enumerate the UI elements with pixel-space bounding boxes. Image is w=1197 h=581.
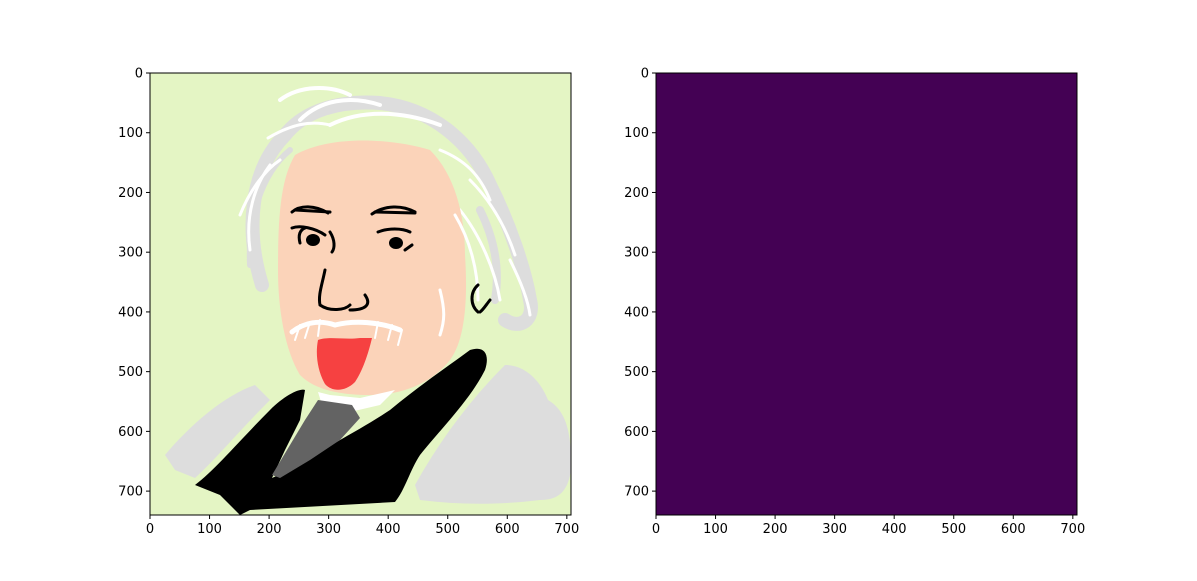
right-y-tick-label: 700 [624,485,649,500]
left-x-tick-label: 300 [316,522,341,537]
left-y-tick-label: 200 [118,186,143,201]
right-x-tick-label: 600 [1001,522,1026,537]
right-x-tick-label: 500 [941,522,966,537]
left-axes-ticks: 0 100 200 300 400 500 600 700 0 100 200 300 400 500 60… [118,67,579,538]
left-x-tick-label: 700 [554,522,579,537]
right-panel: 0 100 200 300 400 500 600 700 0 100 200 300 400 500 60… [624,67,1085,538]
left-x-tick-label: 100 [197,522,222,537]
right-x-tick-label: 300 [822,522,847,537]
left-x-tick-label: 200 [257,522,282,537]
mustache [289,319,403,346]
left-x-tick-label: 500 [435,522,460,537]
heatmap-image [656,73,1077,515]
left-y-tick-label: 500 [118,365,143,380]
left-eye [306,234,320,246]
tie [272,400,360,478]
right-y-tick-label: 500 [624,365,649,380]
right-y-tick-label: 400 [624,305,649,320]
cartoon-image [150,73,571,515]
right-y-tick-label: 600 [624,425,649,440]
left-sleeve [165,385,270,478]
left-y-tick-label: 300 [118,246,143,261]
right-x-tick-label: 100 [703,522,728,537]
left-axes-frame [149,72,572,516]
left-x-tick-label: 0 [146,522,154,537]
right-x-tick-label: 700 [1060,522,1085,537]
eyes [306,234,403,249]
right-axes-frame [655,72,1078,516]
right-x-tick-label: 200 [763,522,788,537]
right-y-tick-label: 0 [641,67,649,82]
tongue [316,338,372,390]
left-x-tick-label: 400 [376,522,401,537]
left-y-tick-label: 600 [118,425,143,440]
right-y-tick-label: 100 [624,126,649,141]
left-y-tick-label: 400 [118,305,143,320]
right-y-tick-label: 300 [624,246,649,261]
facial-lines [290,205,492,314]
left-y-tick-label: 700 [118,485,143,500]
right-x-tick-label: 0 [652,522,660,537]
right-axes-ticks: 0 100 200 300 400 500 600 700 0 100 200 300 400 500 60… [624,67,1085,538]
hair [238,86,538,331]
right-x-tick-label: 400 [882,522,907,537]
left-y-tick-label: 0 [135,67,143,82]
left-y-tick-label: 100 [118,126,143,141]
hair-strands [438,213,480,337]
left-x-tick-label: 600 [495,522,520,537]
left-panel: 0 100 200 300 400 500 600 700 0 100 200 300 400 500 60… [118,67,579,538]
suit [195,348,487,515]
face [278,140,467,395]
right-sleeve [415,365,571,504]
right-y-tick-label: 200 [624,186,649,201]
right-eye [389,237,403,249]
